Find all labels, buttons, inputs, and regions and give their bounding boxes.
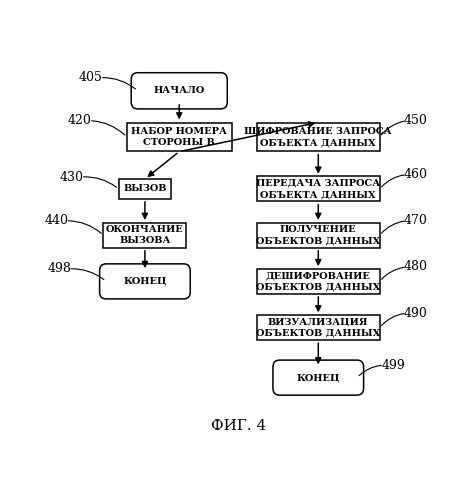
FancyBboxPatch shape	[131, 72, 227, 109]
Text: 470: 470	[404, 214, 428, 227]
FancyBboxPatch shape	[257, 122, 380, 152]
Text: 498: 498	[47, 262, 71, 276]
Text: 460: 460	[404, 168, 428, 181]
FancyBboxPatch shape	[257, 222, 380, 248]
Text: 420: 420	[68, 114, 92, 127]
Text: ВЫЗОВ: ВЫЗОВ	[123, 184, 167, 194]
Text: 480: 480	[404, 260, 428, 274]
Text: 405: 405	[79, 71, 103, 84]
Text: 450: 450	[404, 114, 428, 127]
Text: ВИЗУАЛИЗАЦИЯ
ОБЪЕКТОВ ДАННЫХ: ВИЗУАЛИЗАЦИЯ ОБЪЕКТОВ ДАННЫХ	[256, 318, 380, 338]
FancyBboxPatch shape	[257, 315, 380, 340]
Text: ПЕРЕДАЧА ЗАПРОСА
ОБЪЕКТА ДАННЫХ: ПЕРЕДАЧА ЗАПРОСА ОБЪЕКТА ДАННЫХ	[256, 179, 380, 199]
FancyBboxPatch shape	[257, 176, 380, 202]
Text: ФИГ. 4: ФИГ. 4	[211, 419, 267, 432]
Text: КОНЕЦ: КОНЕЦ	[296, 373, 340, 382]
Text: 499: 499	[381, 358, 405, 372]
Text: 490: 490	[404, 306, 428, 320]
Text: НАБОР НОМЕРА
СТОРОНЫ В: НАБОР НОМЕРА СТОРОНЫ В	[131, 127, 227, 147]
Text: ПОЛУЧЕНИЕ
ОБЪЕКТОВ ДАННЫХ: ПОЛУЧЕНИЕ ОБЪЕКТОВ ДАННЫХ	[256, 225, 380, 245]
FancyBboxPatch shape	[127, 122, 232, 152]
Text: 430: 430	[60, 170, 84, 183]
FancyBboxPatch shape	[103, 222, 186, 248]
Text: ОКОНЧАНИЕ
ВЫЗОВА: ОКОНЧАНИЕ ВЫЗОВА	[106, 225, 184, 245]
Text: ШИФРОВАНИЕ ЗАПРОСА
ОБЪЕКТА ДАННЫХ: ШИФРОВАНИЕ ЗАПРОСА ОБЪЕКТА ДАННЫХ	[245, 127, 392, 147]
FancyBboxPatch shape	[273, 360, 363, 395]
Text: 440: 440	[44, 214, 69, 227]
FancyBboxPatch shape	[257, 269, 380, 294]
FancyBboxPatch shape	[100, 264, 190, 299]
FancyBboxPatch shape	[119, 179, 171, 199]
Text: НАЧАЛО: НАЧАЛО	[154, 86, 205, 96]
Text: ДЕШИФРОВАНИЕ
ОБЪЕКТОВ ДАННЫХ: ДЕШИФРОВАНИЕ ОБЪЕКТОВ ДАННЫХ	[256, 272, 380, 291]
Text: КОНЕЦ: КОНЕЦ	[123, 277, 167, 286]
